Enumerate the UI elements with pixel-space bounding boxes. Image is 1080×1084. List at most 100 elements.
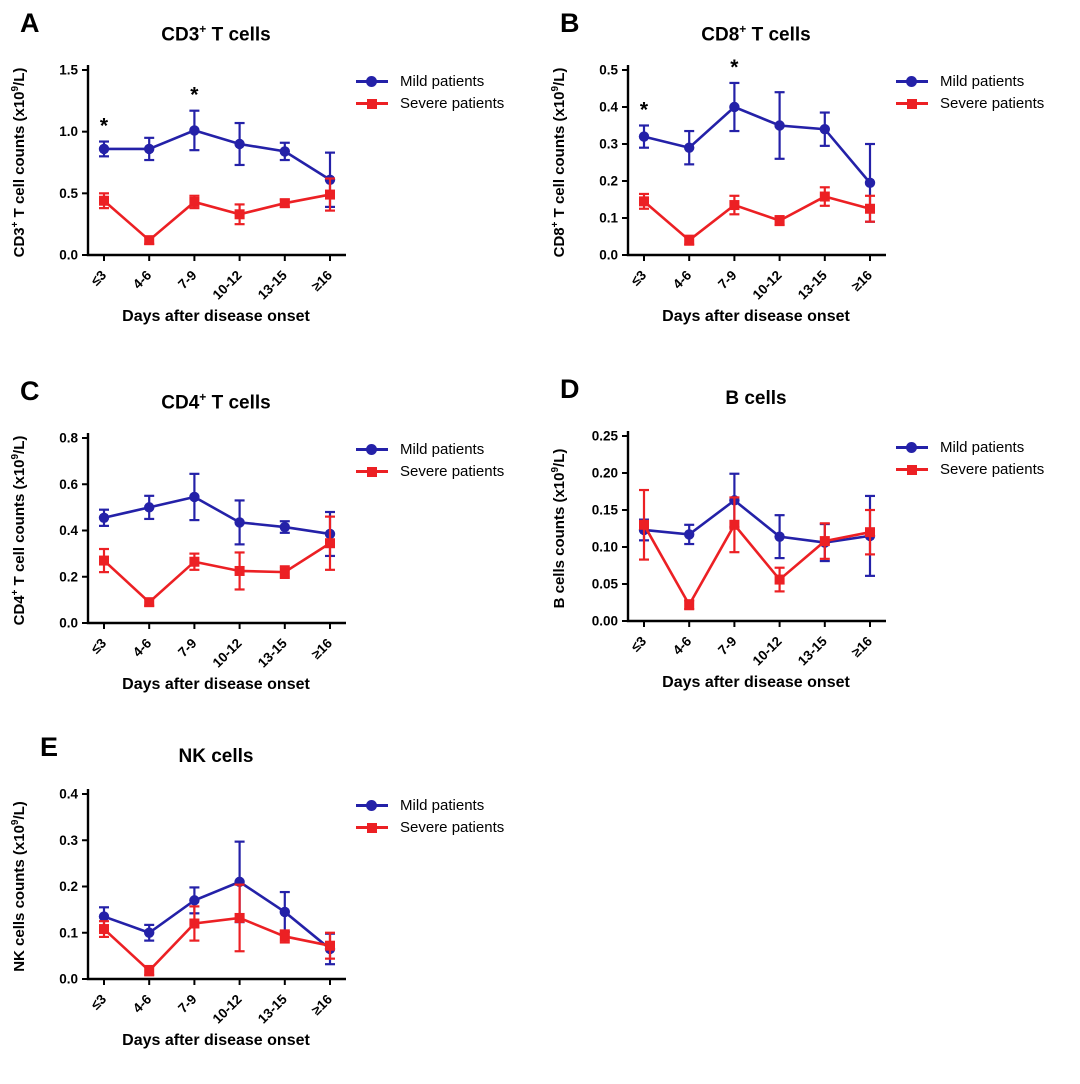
line-chart-cd3: 0.0 0.5 1.0 1.5 ≤3 4-6 7-9 10-12 13-15 ≥16 CD3+ T … — [10, 63, 346, 303]
svg-text:0.10: 0.10 — [592, 540, 618, 555]
mild-circle-marker-icon — [896, 74, 928, 89]
svg-text:0.0: 0.0 — [59, 248, 78, 263]
svg-text:0.2: 0.2 — [59, 879, 78, 894]
svg-text:10-12: 10-12 — [210, 636, 245, 671]
legend-label-mild: Mild patients — [400, 796, 485, 814]
svg-text:≥16: ≥16 — [849, 267, 876, 294]
svg-text:4-6: 4-6 — [670, 633, 695, 658]
legend-item-severe: Severe patients — [356, 816, 504, 838]
svg-text:13-15: 13-15 — [795, 267, 830, 302]
svg-text:CD8+ T cell counts (x109/L): CD8+ T cell counts (x109/L) — [550, 68, 568, 258]
svg-text:*: * — [640, 99, 649, 122]
svg-text:0.2: 0.2 — [599, 174, 618, 189]
svg-text:0.3: 0.3 — [599, 137, 618, 152]
svg-text:≥16: ≥16 — [309, 635, 336, 662]
svg-text:7-9: 7-9 — [175, 636, 199, 660]
svg-text:0.1: 0.1 — [59, 925, 78, 940]
svg-text:CD4+ T cell counts (x109/L): CD4+ T cell counts (x109/L) — [10, 436, 28, 626]
panel-cd8-t-cells: B CD8+ T cells 0.0 0.1 0.2 0.3 0.4 0.5 ≤3 4-6 7-… — [540, 0, 1080, 360]
svg-text:13-15: 13-15 — [795, 633, 830, 668]
severe-square-marker-icon — [356, 464, 388, 479]
svg-text:≥16: ≥16 — [309, 267, 336, 294]
x-axis-label: Days after disease onset — [122, 308, 310, 325]
panel-letter-c: C — [20, 376, 40, 406]
x-axis-label: Days after disease onset — [662, 674, 850, 691]
svg-text:≤3: ≤3 — [88, 635, 110, 657]
svg-text:0.4: 0.4 — [59, 523, 78, 538]
svg-text:7-9: 7-9 — [715, 268, 739, 292]
svg-text:0.2: 0.2 — [59, 569, 78, 584]
legend-label-mild: Mild patients — [400, 440, 485, 458]
legend-label-mild: Mild patients — [400, 72, 485, 90]
panel-letter-e: E — [40, 732, 59, 762]
svg-text:7-9: 7-9 — [175, 992, 199, 1016]
legend-item-mild: Mild patients — [896, 436, 1044, 458]
svg-text:0.05: 0.05 — [592, 577, 619, 592]
svg-text:1.5: 1.5 — [59, 63, 78, 78]
legend-item-mild: Mild patients — [356, 794, 504, 816]
svg-text:10-12: 10-12 — [750, 634, 785, 669]
panel-nk-cells: E NK cells 0.0 0.1 0.2 0.3 0.4 ≤3 4-6 7-9 10-12 1… — [0, 724, 540, 1084]
svg-text:≤3: ≤3 — [88, 991, 110, 1013]
legend-item-severe: Severe patients — [356, 460, 504, 482]
svg-text:0.00: 0.00 — [592, 614, 618, 629]
svg-text:≤3: ≤3 — [628, 267, 650, 289]
panel-letter-a: A — [20, 8, 40, 38]
panel-cd4-t-cells: C CD4+ T cells 0.0 0.2 0.4 0.6 0.8 ≤3 4-6 7-9 10… — [0, 368, 540, 728]
legend-label-mild: Mild patients — [940, 438, 1025, 456]
svg-text:CD3+ T cell counts (x109/L): CD3+ T cell counts (x109/L) — [10, 68, 28, 258]
svg-text:10-12: 10-12 — [750, 268, 785, 303]
svg-text:13-15: 13-15 — [255, 991, 290, 1026]
legend: Mild patients Severe patients — [896, 70, 1044, 114]
legend-label-mild: Mild patients — [940, 72, 1025, 90]
panel-letter-d: D — [560, 374, 580, 404]
line-chart-cd4: 0.0 0.2 0.4 0.6 0.8 ≤3 4-6 7-9 10-12 13-15 ≥16 CD4+… — [10, 431, 346, 671]
svg-text:4-6: 4-6 — [670, 267, 695, 292]
svg-text:0.20: 0.20 — [592, 466, 618, 481]
svg-text:*: * — [730, 56, 739, 79]
svg-text:≥16: ≥16 — [309, 991, 336, 1018]
legend-item-mild: Mild patients — [356, 438, 504, 460]
panel-b-cells: D B cells 0.00 0.05 0.10 0.15 0.20 0.25 ≤3 4-6 7… — [540, 366, 1080, 726]
legend: Mild patients Severe patients — [356, 438, 504, 482]
svg-text:≥16: ≥16 — [849, 633, 876, 660]
legend-label-severe: Severe patients — [400, 94, 505, 112]
svg-text:0.25: 0.25 — [592, 429, 619, 444]
line-chart-nk-cells: 0.0 0.1 0.2 0.3 0.4 ≤3 4-6 7-9 10-12 13-15 ≥16 NK c… — [10, 787, 346, 1027]
legend-label-severe: Severe patients — [400, 818, 505, 836]
svg-text:4-6: 4-6 — [130, 635, 155, 660]
svg-text:13-15: 13-15 — [255, 267, 290, 302]
svg-text:4-6: 4-6 — [130, 267, 155, 292]
mild-circle-marker-icon — [896, 440, 928, 455]
chart-title-cd3: CD3+ T cells — [161, 22, 271, 46]
svg-text:0.6: 0.6 — [59, 477, 78, 492]
x-axis-label: Days after disease onset — [122, 1032, 310, 1049]
severe-square-marker-icon — [896, 96, 928, 111]
svg-text:10-12: 10-12 — [210, 268, 245, 303]
legend-label-severe: Severe patients — [940, 460, 1045, 478]
legend-item-mild: Mild patients — [356, 70, 504, 92]
chart-title-nk-cells: NK cells — [178, 746, 254, 767]
svg-text:0.1: 0.1 — [599, 211, 618, 226]
legend: Mild patients Severe patients — [356, 70, 504, 114]
panel-cd3-t-cells: A CD3+ T cells 0.0 0.5 1.0 1.5 ≤3 4-6 7-9 10-12… — [0, 0, 540, 360]
svg-text:0.3: 0.3 — [59, 833, 78, 848]
svg-text:0.4: 0.4 — [599, 100, 618, 115]
svg-text:4-6: 4-6 — [130, 991, 155, 1016]
mild-circle-marker-icon — [356, 442, 388, 457]
svg-text:NK cells counts (x109/L): NK cells counts (x109/L) — [10, 801, 28, 972]
mild-circle-marker-icon — [356, 798, 388, 813]
svg-text:1.0: 1.0 — [59, 124, 78, 139]
x-axis-label: Days after disease onset — [662, 308, 850, 325]
severe-square-marker-icon — [896, 462, 928, 477]
panel-letter-b: B — [560, 8, 580, 38]
legend-item-severe: Severe patients — [896, 92, 1044, 114]
x-axis-label: Days after disease onset — [122, 676, 310, 693]
svg-text:0.5: 0.5 — [59, 186, 78, 201]
legend-item-severe: Severe patients — [896, 458, 1044, 480]
severe-square-marker-icon — [356, 820, 388, 835]
svg-text:10-12: 10-12 — [210, 992, 245, 1027]
legend-item-mild: Mild patients — [896, 70, 1044, 92]
severe-square-marker-icon — [356, 96, 388, 111]
